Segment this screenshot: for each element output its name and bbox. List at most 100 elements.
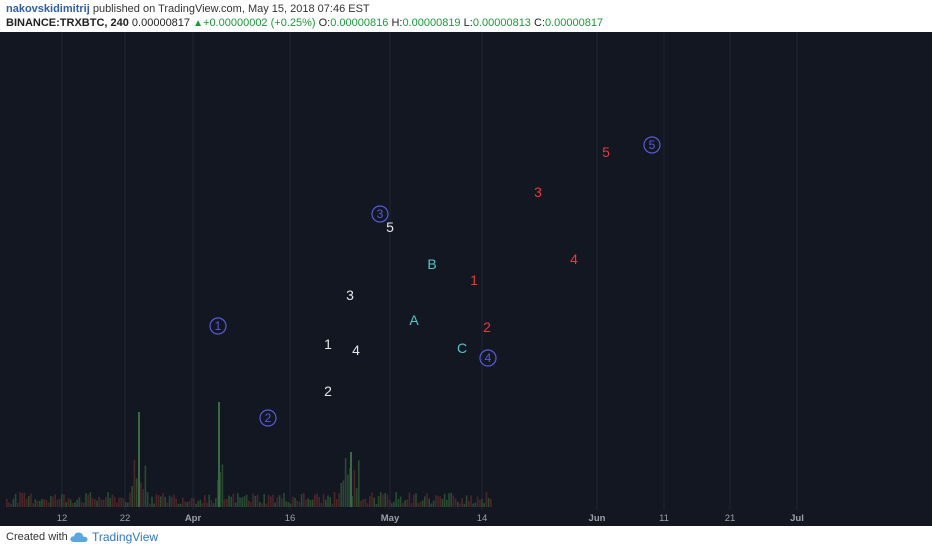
price-chart[interactable]: 10.7860.6180.50.3820.23602.6181.6181.618…: [0, 32, 932, 526]
plot-area[interactable]: [0, 32, 870, 510]
x-tick-label: Jul: [790, 513, 804, 524]
volume-bar: [265, 503, 268, 507]
volume-bar: [124, 502, 127, 507]
volume-bar: [435, 495, 437, 507]
wave-circle: [259, 409, 277, 427]
volume-bar: [25, 499, 28, 507]
volume-bar: [39, 500, 41, 507]
volume-bar: [111, 494, 114, 507]
volume-bar: [85, 493, 87, 507]
volume-bar: [311, 499, 314, 507]
wave-label-cyan: C: [457, 340, 467, 356]
x-tick-label: 12: [57, 513, 68, 524]
volume-bar: [450, 492, 452, 507]
volume-bar: [314, 494, 316, 507]
volume-bar: [120, 497, 122, 507]
volume-bar: [239, 497, 241, 507]
volume-bar: [437, 495, 439, 507]
volume-bar: [375, 504, 378, 507]
volume-bar: [28, 496, 30, 507]
time-axis[interactable]: [0, 510, 932, 526]
volume-bar: [366, 503, 369, 507]
volume-bar: [421, 500, 424, 507]
volume-bar: [281, 498, 283, 507]
volume-bar: [358, 460, 360, 507]
volume-bar: [142, 489, 144, 507]
volume-bar: [193, 498, 195, 507]
tradingview-cloud-icon: [70, 532, 88, 542]
volume-bar: [144, 465, 147, 507]
wave-label-white: 4: [352, 342, 360, 358]
volume-bar: [338, 493, 340, 507]
price-axis[interactable]: [870, 32, 932, 510]
volume-bar: [248, 500, 250, 507]
volume-bar: [157, 495, 160, 507]
wave-label-red: 4: [570, 251, 578, 267]
volume-bar: [404, 500, 406, 507]
volume-bar: [197, 501, 199, 507]
volume-bar: [272, 494, 274, 507]
author-name[interactable]: nakovskidimitrij: [6, 3, 90, 15]
volume-bar: [388, 500, 391, 507]
wave-label-primary: 5: [649, 138, 656, 152]
volume-bar: [391, 503, 393, 507]
volume-bar: [457, 501, 459, 507]
volume-bar: [303, 493, 305, 507]
volume-bar: [153, 503, 155, 507]
footer: Created with TradingView: [0, 526, 932, 550]
volume-spike: [350, 452, 352, 507]
volume-bar: [149, 503, 151, 507]
volume-bar: [107, 492, 109, 507]
volume-bar: [289, 503, 292, 507]
volume-bar: [362, 499, 364, 507]
price-change: +0.00000002 (+0.25%): [203, 17, 316, 29]
volume-bar: [344, 458, 347, 507]
volume-bar: [261, 503, 263, 507]
volume-bar: [250, 502, 252, 507]
volume-bar: [14, 493, 17, 507]
up-arrow-icon: ▲: [193, 18, 204, 29]
volume-bar: [190, 498, 193, 507]
open-value: 0.00000816: [330, 17, 389, 29]
volume-bar: [355, 488, 358, 507]
volume-bar: [175, 498, 177, 507]
volume-bar: [487, 497, 490, 507]
volume-bar: [285, 501, 287, 507]
volume-bar: [52, 496, 54, 507]
volume-bar: [417, 502, 419, 507]
volume-bar: [89, 492, 92, 507]
volume-bar: [215, 498, 217, 507]
volume-bar: [96, 500, 98, 507]
wave-label-white: 1: [324, 336, 332, 352]
volume-bar: [428, 498, 430, 507]
volume-bar: [67, 498, 70, 507]
volume-bar: [223, 499, 226, 507]
volume-bar: [58, 498, 61, 507]
volume-bar: [94, 499, 96, 507]
volume-bar: [270, 496, 272, 507]
volume-bar: [34, 499, 37, 507]
volume-spike: [138, 412, 140, 507]
volume-bar: [105, 497, 107, 507]
volume-bar: [283, 493, 285, 507]
volume-bar: [69, 499, 72, 507]
volume-bar: [333, 492, 336, 507]
volume-bar: [32, 503, 34, 507]
wave-label-white: 5: [386, 219, 394, 235]
volume-bar: [230, 496, 232, 507]
volume-bar: [127, 502, 129, 507]
x-tick-label: 22: [120, 513, 131, 524]
wave-label-primary: 3: [377, 207, 384, 221]
volume-bar: [309, 499, 312, 507]
volume-bar: [98, 497, 100, 507]
volume-bar: [208, 494, 210, 507]
volume-bar: [413, 494, 415, 507]
tradingview-brand[interactable]: TradingView: [92, 530, 159, 544]
symbol-label: BINANCE:TRXBTC, 240: [6, 17, 129, 29]
volume-bar: [87, 494, 89, 507]
volume-bar: [465, 495, 468, 507]
volume-bar: [446, 499, 448, 507]
volume-bar: [410, 502, 413, 507]
volume-bar: [171, 496, 173, 507]
volume-bar: [443, 493, 446, 507]
